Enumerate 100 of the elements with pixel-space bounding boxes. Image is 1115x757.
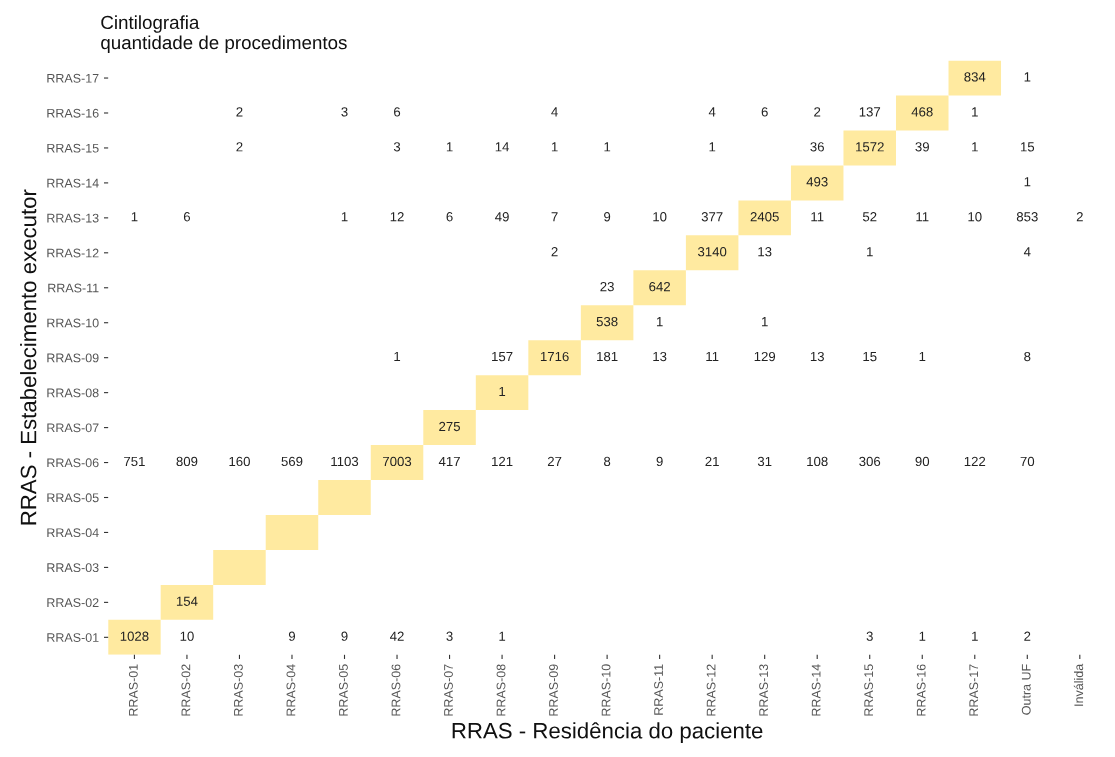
- y-tick-label: RRAS-03: [47, 563, 99, 573]
- data-label: 122: [964, 456, 986, 466]
- y-tick-label: RRAS-12: [47, 248, 99, 258]
- y-axis-title: RRAS - Estabelecimento executor: [20, 189, 37, 525]
- x-tick-label: RRAS-14: [811, 664, 821, 716]
- x-tick-label: RRAS-07: [444, 664, 453, 716]
- x-tick-label: RRAS-15: [864, 664, 874, 716]
- x-tick-label: RRAS-11: [654, 664, 663, 715]
- data-label: 39: [915, 142, 929, 152]
- data-label: 27: [547, 456, 562, 466]
- x-tick-label: RRAS-12: [706, 664, 716, 716]
- data-label: 21: [705, 456, 719, 466]
- y-tick-label: RRAS-01: [47, 633, 99, 642]
- data-label: 9: [341, 631, 348, 641]
- data-label: 31: [757, 456, 772, 467]
- data-label: 6: [183, 212, 191, 222]
- data-label: 2405: [750, 212, 779, 222]
- data-label: 10: [180, 631, 194, 641]
- data-label: 4: [551, 107, 558, 117]
- data-label: 751: [124, 456, 145, 467]
- data-label: 1: [972, 631, 978, 641]
- data-label: 42: [389, 631, 404, 641]
- data-label: 52: [862, 212, 877, 222]
- y-tick-label: RRAS-14: [47, 178, 99, 188]
- data-label: 14: [495, 142, 510, 152]
- data-label: 468: [911, 107, 933, 117]
- y-tick-label: RRAS-13: [47, 213, 99, 223]
- data-label: 15: [863, 352, 877, 362]
- data-label: 2: [1076, 212, 1083, 222]
- data-label: 8: [604, 456, 611, 467]
- data-label: 90: [915, 456, 930, 467]
- x-tick-label: RRAS-02: [181, 664, 191, 716]
- data-label: 1: [551, 142, 558, 152]
- data-label: 1: [394, 352, 401, 362]
- y-tick-label: RRAS-11: [48, 283, 99, 293]
- y-tick-label: RRAS-10: [47, 318, 99, 328]
- data-label: 2: [1024, 631, 1031, 641]
- data-label: 11: [706, 352, 719, 362]
- data-label: 1: [919, 631, 926, 641]
- data-label: 853: [1016, 212, 1038, 222]
- y-tick-label: RRAS-08: [47, 388, 99, 398]
- data-label: 1: [656, 317, 663, 327]
- data-label: 129: [754, 351, 776, 362]
- data-label: 8: [1024, 351, 1031, 362]
- data-label: 1: [972, 107, 978, 117]
- data-label: 642: [649, 281, 670, 292]
- y-tick-label: RRAS-02: [47, 598, 99, 608]
- data-label: 1: [762, 317, 768, 327]
- x-tick-label: RRAS-16: [916, 664, 926, 716]
- data-label: 12: [390, 212, 404, 222]
- data-label: 1: [709, 142, 716, 152]
- y-tick-label: RRAS-09: [47, 353, 99, 363]
- y-tick-label: RRAS-06: [47, 458, 99, 468]
- data-label: 6: [394, 107, 401, 117]
- data-label: 157: [492, 352, 513, 362]
- data-label: 13: [758, 247, 772, 257]
- x-tick-label: RRAS-05: [339, 664, 348, 716]
- data-label: 11: [916, 212, 929, 222]
- y-tick-label: RRAS-04: [47, 528, 99, 538]
- data-label: 1028: [120, 631, 149, 641]
- data-label: 1: [341, 212, 348, 222]
- data-label: 3140: [697, 247, 727, 257]
- data-label: 13: [653, 351, 667, 362]
- chart-title: Cintilografia quantidade de procedimentos: [101, 15, 347, 53]
- data-label: 1: [604, 142, 611, 152]
- data-label: 137: [859, 107, 881, 117]
- y-tick-label: RRAS-05: [47, 493, 99, 503]
- data-label: 11: [811, 212, 824, 222]
- data-label: 3: [393, 142, 401, 152]
- data-label: 1: [131, 212, 138, 222]
- data-label: 1716: [540, 351, 569, 362]
- data-label: 7: [551, 212, 558, 222]
- x-tick-label: RRAS-17: [969, 664, 979, 716]
- data-label: 70: [1020, 456, 1035, 467]
- data-label: 306: [859, 456, 881, 467]
- data-label: 2: [236, 107, 243, 117]
- data-label: 108: [807, 456, 828, 467]
- data-label: 10: [653, 212, 667, 222]
- x-tick-label: RRAS-01: [128, 664, 138, 716]
- data-label: 1: [1024, 72, 1031, 82]
- data-label: 23: [600, 281, 614, 292]
- data-label: 1: [919, 352, 926, 362]
- data-label: 1572: [856, 142, 884, 152]
- x-tick-label: RRAS-04: [286, 664, 296, 716]
- data-label: 2: [551, 247, 558, 257]
- data-label: 13: [810, 351, 824, 362]
- x-tick-label: RRAS-08: [496, 664, 506, 716]
- data-label: 809: [176, 456, 198, 467]
- data-label: 6: [761, 107, 768, 117]
- data-label: 121: [492, 456, 513, 466]
- x-axis-title: RRAS - Residência do paciente: [452, 722, 763, 743]
- data-label: 154: [176, 596, 198, 606]
- y-tick-label: RRAS-15: [47, 143, 99, 153]
- data-label: 1: [867, 247, 873, 257]
- data-label: 493: [806, 177, 828, 187]
- data-label: 834: [964, 72, 986, 82]
- y-tick-label: RRAS-16: [47, 108, 99, 118]
- x-tick-label: RRAS-10: [601, 664, 611, 716]
- data-label: 569: [281, 456, 303, 467]
- data-label: 1: [1024, 177, 1031, 187]
